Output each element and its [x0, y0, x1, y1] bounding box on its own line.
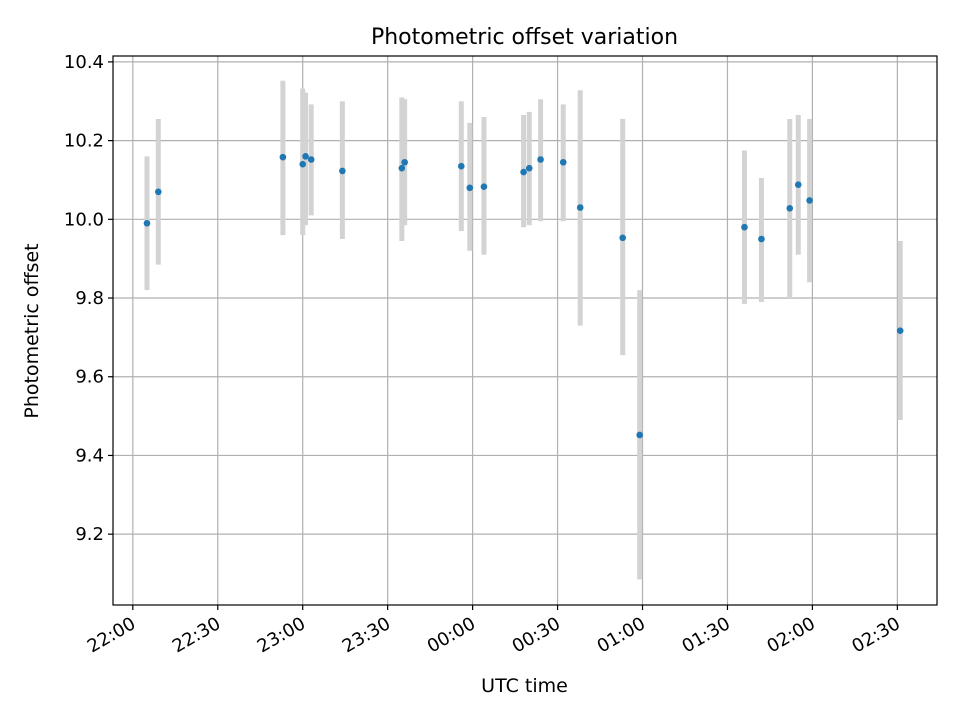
data-point [559, 158, 567, 166]
data-point [741, 223, 748, 231]
x-tick-label: 22:30 [169, 613, 224, 657]
y-tick-label: 10.2 [64, 131, 104, 152]
x-tick-label: 00:00 [424, 613, 479, 657]
x-tick-label: 02:30 [848, 613, 903, 657]
data-point [398, 164, 406, 172]
data-point [279, 153, 287, 161]
data-point [155, 188, 162, 196]
data-point [520, 168, 527, 176]
x-tick-label: 00:30 [509, 613, 564, 657]
plot-frame [112, 55, 938, 606]
data-point [466, 184, 474, 192]
data-point [537, 156, 544, 163]
y-tick-label: 9.8 [75, 288, 104, 309]
x-tick-label: 02:00 [763, 613, 818, 657]
data-point [480, 183, 488, 190]
x-tick-label: 22:00 [84, 613, 139, 657]
y-axis-ticks: 9.2 9.4 9.6 9.8 10.0 10.2 10.4 [64, 52, 113, 545]
data-point [806, 197, 813, 204]
y-tick-label: 10.4 [64, 52, 104, 73]
data-point [758, 235, 765, 243]
data-point [339, 167, 346, 175]
x-tick-label: 01:30 [679, 613, 734, 657]
data-point [302, 153, 309, 160]
data-point [299, 160, 307, 168]
data-point [576, 204, 584, 211]
data-point [636, 431, 643, 439]
data-point [457, 162, 465, 170]
y-axis-label: Photometric offset [21, 243, 43, 418]
x-tick-label: 23:30 [339, 613, 394, 657]
data-point [619, 234, 626, 242]
data-point [401, 158, 408, 166]
y-tick-label: 9.2 [75, 524, 104, 545]
grid-lines [113, 56, 937, 605]
data-point [786, 205, 794, 212]
data-points [143, 153, 904, 439]
x-tick-label: 01:00 [594, 613, 649, 657]
data-point [143, 219, 151, 227]
x-tick-label: 23:00 [254, 613, 309, 657]
x-axis-label: UTC time [481, 675, 568, 697]
chart-title: Photometric offset variation [371, 25, 678, 50]
data-point [794, 181, 802, 188]
data-point [525, 164, 533, 172]
x-axis-ticks: 22:00 22:30 23:00 23:30 00:00 00:30 01:00 01:30… [84, 605, 904, 657]
y-tick-label: 10.0 [64, 209, 104, 230]
y-tick-label: 9.6 [75, 367, 104, 388]
data-point [307, 156, 315, 163]
y-tick-label: 9.4 [75, 445, 104, 466]
data-point [896, 327, 904, 334]
error-bars [144, 80, 903, 580]
